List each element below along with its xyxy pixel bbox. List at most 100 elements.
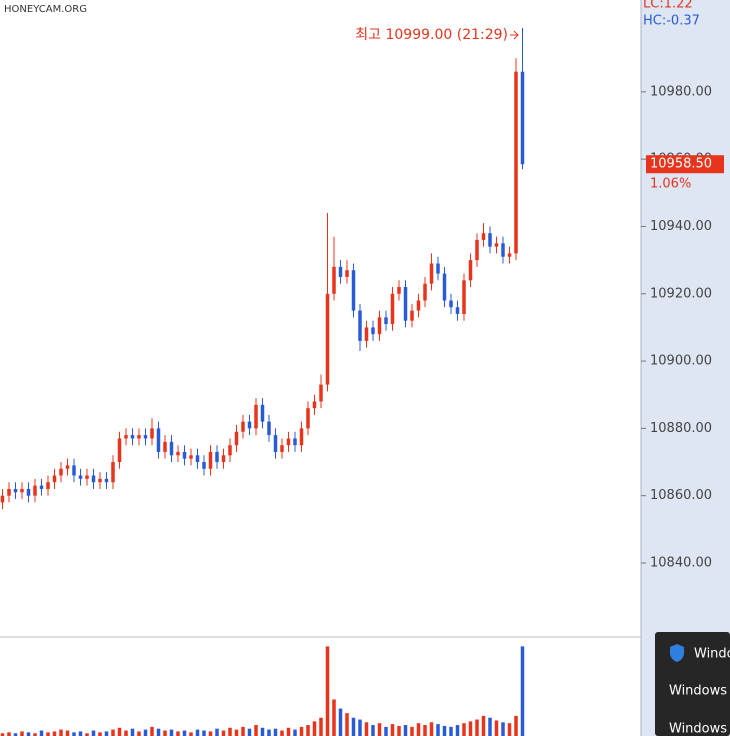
volume-bar <box>286 727 291 736</box>
volume-bar <box>501 722 505 736</box>
candle-body <box>254 404 258 429</box>
notification-text: Windows <box>669 722 727 736</box>
candle-body <box>117 438 122 463</box>
axis-panel <box>641 0 730 736</box>
volume-bar <box>397 725 401 736</box>
candle-body <box>247 421 252 429</box>
candle-body <box>416 300 421 311</box>
y-tick-label: 10940.00 <box>650 219 712 234</box>
candle-body <box>163 441 167 452</box>
volume-bar <box>52 731 57 736</box>
candle-body <box>429 263 434 284</box>
candle-body <box>280 445 284 452</box>
volume-bar <box>39 730 44 736</box>
volume-bar <box>488 717 492 736</box>
candle-body <box>59 468 63 476</box>
candle-body <box>0 495 5 503</box>
candle-body <box>65 465 70 469</box>
candle-body <box>7 488 11 496</box>
volume-bar <box>371 725 375 736</box>
volume-bar <box>91 730 96 736</box>
volume-bar <box>228 727 232 736</box>
y-tick-label: 10900.00 <box>650 354 712 369</box>
candle-body <box>345 270 349 277</box>
candle-body <box>182 451 187 459</box>
candle-body <box>176 451 180 456</box>
candle-body <box>234 431 239 446</box>
candle-body <box>286 438 291 446</box>
volume-bar <box>65 730 70 736</box>
volume-bar <box>156 728 161 736</box>
notifications: Windo Windows 보 Windows <box>655 632 730 736</box>
volume-bar <box>169 729 174 736</box>
candle-body <box>442 273 447 301</box>
volume-bar <box>202 730 206 736</box>
candle-body <box>143 435 148 439</box>
candle-body <box>358 310 362 341</box>
candle-body <box>228 445 232 456</box>
candle-body <box>130 435 135 439</box>
volume-bar <box>7 732 11 736</box>
y-tick-label: 10860.00 <box>650 488 712 503</box>
volume-bar <box>130 728 135 736</box>
y-tick-label: 10920.00 <box>650 286 712 301</box>
volume-bar <box>423 725 427 736</box>
volume-bar <box>332 699 336 736</box>
candle-body <box>13 488 18 493</box>
volume-bar <box>247 728 252 736</box>
volume-bar <box>215 728 219 736</box>
candle-body <box>189 455 193 459</box>
volume-bar <box>449 726 453 736</box>
volume-bar <box>46 732 50 736</box>
volume-bar <box>481 715 486 736</box>
candle-body <box>72 465 76 476</box>
volume-bar <box>520 646 525 736</box>
candle-body <box>169 441 174 456</box>
volume-bar <box>150 726 154 736</box>
candle-body <box>501 243 505 257</box>
volume-bar <box>494 720 499 736</box>
candle-body <box>85 475 89 479</box>
candle-body <box>351 270 356 311</box>
candle-body <box>436 263 440 274</box>
volume-bar <box>221 730 226 736</box>
volume-bar <box>358 719 362 736</box>
candle-body <box>221 455 226 463</box>
candle-body <box>52 475 57 483</box>
candle-body <box>124 435 128 439</box>
volume-bar <box>85 733 89 736</box>
notification-text: Windo <box>694 647 730 662</box>
volume-bar <box>475 719 479 736</box>
volume-bar <box>306 725 310 736</box>
volume-bar <box>241 726 245 736</box>
volume-bar <box>111 729 115 736</box>
notification-text: Windows 보 <box>669 684 730 699</box>
candle-body <box>39 485 44 489</box>
volume-bar <box>462 723 466 736</box>
last-price-box <box>646 155 724 174</box>
volume-bar <box>33 733 37 736</box>
candle-body <box>410 310 414 321</box>
stat-hc: HC:-0.37 <box>643 14 700 29</box>
volume-bar <box>176 731 180 736</box>
candle-body <box>208 451 213 469</box>
volume-bar <box>59 729 63 736</box>
volume-bar <box>104 731 109 736</box>
candle-body <box>299 428 304 446</box>
candle-body <box>156 428 161 452</box>
volume-bar <box>267 729 271 736</box>
candle-body <box>260 404 265 422</box>
y-tick-label: 10880.00 <box>650 421 712 436</box>
candle-body <box>384 317 388 325</box>
y-tick-label: 10980.00 <box>650 84 712 99</box>
volume-bar <box>468 721 473 736</box>
candle-body <box>312 401 317 409</box>
candle-body <box>332 266 336 294</box>
volume-bar <box>364 722 369 736</box>
candle-body <box>306 408 310 429</box>
shield-icon <box>670 644 684 662</box>
candle-body <box>449 300 453 308</box>
candle-body <box>403 287 408 321</box>
volume-bar <box>429 722 434 736</box>
volume-bar <box>20 731 24 736</box>
